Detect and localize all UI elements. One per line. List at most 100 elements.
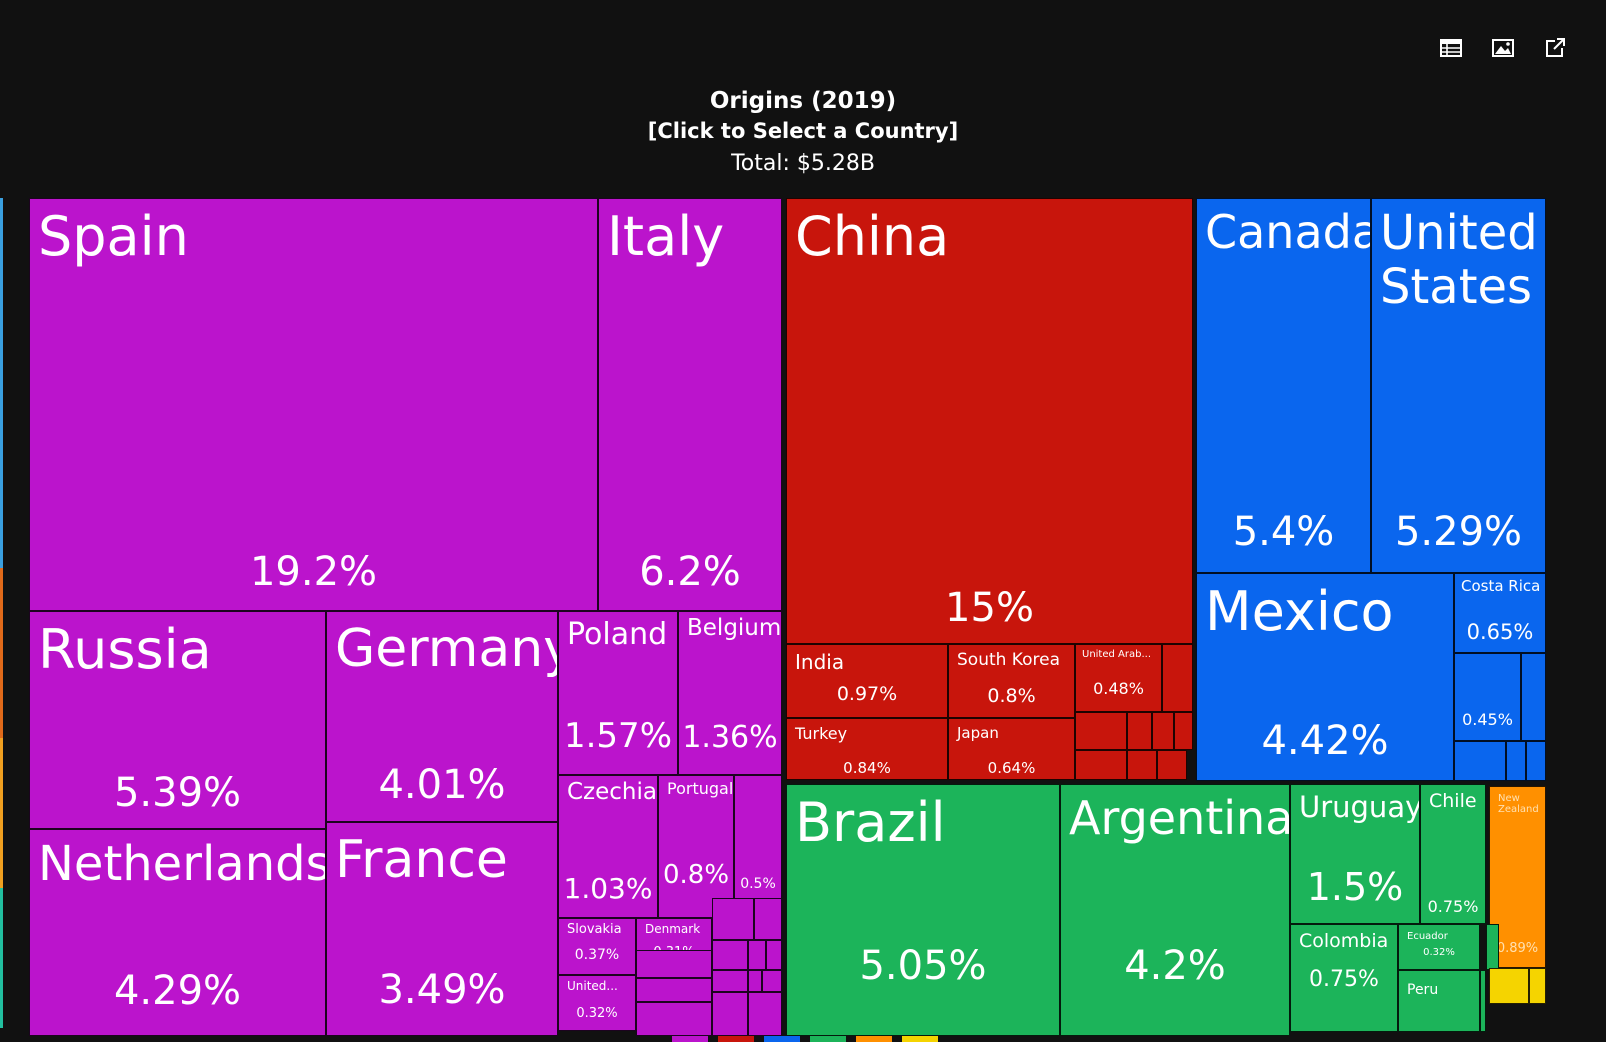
tile-canada[interactable]: Canada 5.4% xyxy=(1196,198,1371,573)
tile-czechia[interactable]: Czechia 1.03% xyxy=(558,775,658,918)
tile-small-28[interactable] xyxy=(1529,968,1546,1004)
tile-small-25[interactable] xyxy=(1486,924,1499,970)
tile-unlabeled-10[interactable]: 0.5% xyxy=(734,775,782,918)
tile-small-3[interactable] xyxy=(1152,712,1174,750)
tile-small-8[interactable] xyxy=(1521,653,1546,741)
left-edge-strip xyxy=(0,198,3,1028)
tile-small-24[interactable] xyxy=(748,992,782,1036)
legend-swatch xyxy=(810,1036,846,1042)
tile-south-korea[interactable]: South Korea 0.8% xyxy=(948,644,1075,718)
tile-small-14[interactable] xyxy=(636,950,712,978)
tile-poland[interactable]: Poland 1.57% xyxy=(558,611,678,775)
tile-label: Spain xyxy=(38,205,189,268)
tile-small-2[interactable] xyxy=(1127,712,1152,750)
tile-small-19[interactable] xyxy=(712,970,748,992)
tile-label: France xyxy=(335,830,508,890)
tile-turkey[interactable]: Turkey 0.84% xyxy=(786,718,948,780)
tile-small-15[interactable] xyxy=(712,940,748,970)
tile-small-11[interactable] xyxy=(1526,741,1546,781)
tile-india[interactable]: India 0.97% xyxy=(786,644,948,718)
tile-small-1[interactable] xyxy=(1075,712,1127,750)
tile-italy[interactable]: Italy 6.2% xyxy=(598,198,782,611)
tile-united-arab[interactable]: United Arab... 0.48% xyxy=(1075,644,1162,712)
tile-portugal[interactable]: Portugal 0.8% xyxy=(658,775,734,918)
tile-spain[interactable]: Spain 19.2% xyxy=(29,198,598,611)
tile-uruguay[interactable]: Uruguay 1.5% xyxy=(1290,784,1420,924)
tile-label: Poland xyxy=(567,617,668,652)
tile-label: Colombia xyxy=(1299,930,1389,952)
tile-small-9[interactable] xyxy=(1454,741,1506,781)
tile-label: New Zealand xyxy=(1498,793,1539,816)
tile-colombia[interactable]: Colombia 0.75% xyxy=(1290,924,1398,1032)
tile-value: 19.2% xyxy=(249,549,378,595)
tile-small-20[interactable] xyxy=(748,970,762,992)
tile-label: Russia xyxy=(38,618,212,681)
tile-small-27[interactable] xyxy=(1489,968,1529,1004)
tile-value: 1.57% xyxy=(563,716,672,756)
tile-label: Netherlands xyxy=(38,836,326,892)
tile-united[interactable]: United... 0.32% xyxy=(558,975,636,1031)
tile-small-21[interactable] xyxy=(762,970,782,992)
open-external-button[interactable] xyxy=(1540,34,1570,62)
tile-label: Italy xyxy=(607,205,725,268)
tile-small-22[interactable] xyxy=(636,1002,712,1036)
tile-label: Denmark xyxy=(645,922,701,936)
tile-chile[interactable]: Chile 0.75% xyxy=(1420,784,1486,924)
tile-small-5[interactable] xyxy=(1075,750,1127,780)
tile-peru[interactable]: Peru xyxy=(1398,970,1480,1032)
tile-small-6[interactable] xyxy=(1127,750,1157,780)
tile-label: Belgium xyxy=(687,615,782,641)
tile-label: Turkey xyxy=(795,724,848,743)
tile-ecuador[interactable]: Ecuador 0.32% xyxy=(1398,924,1480,970)
tile-brazil[interactable]: Brazil 5.05% xyxy=(786,784,1060,1036)
tile-unlabeled-24[interactable]: 0.45% xyxy=(1454,653,1521,741)
tile-small-17[interactable] xyxy=(766,940,782,970)
tile-value: 0.5% xyxy=(740,876,776,892)
tile-small-7[interactable] xyxy=(1157,750,1187,780)
tile-france[interactable]: France 3.49% xyxy=(326,822,558,1036)
tile-belgium[interactable]: Belgium 1.36% xyxy=(678,611,782,775)
select-country-hint[interactable]: [Click to Select a Country] xyxy=(647,119,959,143)
tile-value: 0.32% xyxy=(576,1006,618,1021)
tile-value: 1.03% xyxy=(563,872,653,905)
tile-value: 0.48% xyxy=(1093,679,1144,698)
tile-small-26[interactable] xyxy=(1480,970,1486,1032)
tile-small-18[interactable] xyxy=(636,978,712,1002)
table-view-button[interactable] xyxy=(1436,34,1466,62)
tile-label: Slovakia xyxy=(567,922,622,937)
tile-china[interactable]: China 15% xyxy=(786,198,1193,644)
tile-value: 0.64% xyxy=(987,759,1036,777)
tile-small-13[interactable] xyxy=(754,898,782,940)
tile-costa-rica[interactable]: Costa Rica 0.65% xyxy=(1454,573,1546,653)
tile-small-23[interactable] xyxy=(712,992,748,1036)
legend-swatch xyxy=(764,1036,800,1042)
tile-small-10[interactable] xyxy=(1506,741,1526,781)
tile-small-16[interactable] xyxy=(748,940,766,970)
tile-netherlands[interactable]: Netherlands 4.29% xyxy=(29,829,326,1036)
tile-japan[interactable]: Japan 0.64% xyxy=(948,718,1075,780)
tile-argentina[interactable]: Argentina 4.2% xyxy=(1060,784,1290,1036)
image-icon xyxy=(1492,39,1514,57)
tile-small-4[interactable] xyxy=(1174,712,1193,750)
tile-label: South Korea xyxy=(957,650,1061,670)
tile-value: 0.45% xyxy=(1462,710,1513,729)
tile-small-12[interactable] xyxy=(712,898,754,940)
tile-label: Chile xyxy=(1429,790,1477,812)
tile-small-0[interactable] xyxy=(1162,644,1193,712)
tile-label: Costa Rica xyxy=(1461,577,1541,595)
table-icon xyxy=(1440,39,1462,57)
tile-slovakia[interactable]: Slovakia 0.37% xyxy=(558,918,636,975)
tile-value: 0.75% xyxy=(1427,897,1479,916)
tile-label: Portugal xyxy=(667,779,734,798)
download-image-button[interactable] xyxy=(1488,34,1518,62)
tile-united-states[interactable]: United States 5.29% xyxy=(1371,198,1546,573)
tile-label: United... xyxy=(567,979,618,993)
tile-value: 5.4% xyxy=(1232,509,1335,555)
tile-value: 5.39% xyxy=(113,770,242,816)
tile-russia[interactable]: Russia 5.39% xyxy=(29,611,326,829)
tile-germany[interactable]: Germany 4.01% xyxy=(326,611,558,822)
tile-label: Brazil xyxy=(795,791,946,854)
tile-mexico[interactable]: Mexico 4.42% xyxy=(1196,573,1454,781)
legend-swatch xyxy=(672,1036,708,1042)
